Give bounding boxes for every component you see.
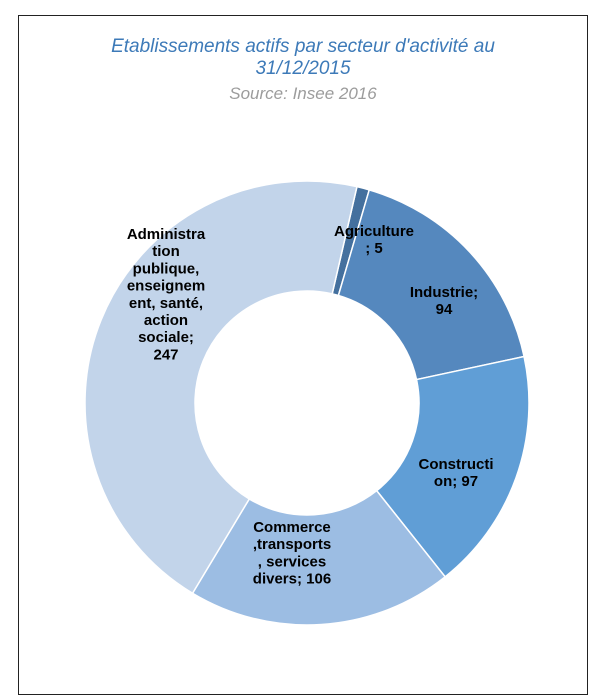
chart-title-line-1: Etablissements actifs par secteur d'acti… <box>111 36 495 57</box>
chart-subtitle: Source: Insee 2016 <box>229 84 377 103</box>
donut-chart: Agriculture; 5 Industrie; 94 Constructi on; … <box>84 180 530 626</box>
donut-slice-administration <box>84 180 358 595</box>
data-label-industrie: Industrie; 94 <box>410 284 478 318</box>
donut-slice-commerce <box>191 489 447 626</box>
data-label-administration: Administra tion publique, enseignem ent, san… <box>127 226 206 363</box>
chart-title-line-2: 31/12/2015 <box>255 58 351 79</box>
donut-slice-industrie <box>337 188 525 381</box>
donut-slice-construction <box>375 355 530 578</box>
data-label-commerce: Commerce ,transports, services divers; 106 <box>253 519 331 588</box>
data-label-agriculture: Agriculture; 5 <box>334 223 414 257</box>
data-label-construction: Constructi on; 97 <box>419 456 494 490</box>
